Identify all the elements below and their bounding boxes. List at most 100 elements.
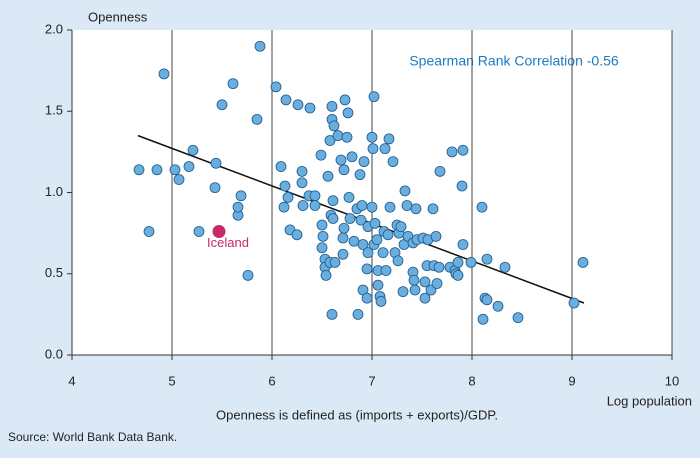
point: [410, 203, 422, 215]
point: [465, 256, 477, 268]
point: [392, 255, 404, 267]
point: [577, 256, 589, 268]
point: [309, 190, 321, 202]
x-tick-label: 5: [168, 373, 175, 388]
point: [433, 261, 445, 273]
point: [387, 156, 399, 168]
point: [419, 292, 431, 304]
y-tick-label: 1.5: [45, 103, 63, 118]
point: [375, 295, 387, 307]
point: [352, 308, 364, 320]
point: [431, 278, 443, 289]
point: [187, 144, 199, 156]
point: [227, 78, 239, 90]
point: [254, 40, 266, 52]
point: [384, 201, 396, 213]
point: [292, 99, 304, 111]
point: [327, 195, 339, 207]
point: [216, 99, 228, 111]
point: [242, 269, 254, 281]
x-tick-label: 9: [568, 373, 575, 388]
point: [193, 226, 205, 237]
point: [337, 248, 349, 260]
point: [322, 170, 334, 182]
point: [316, 242, 328, 254]
point: [304, 102, 316, 114]
point: [369, 217, 381, 229]
y-tick-label: 0.5: [45, 265, 63, 280]
point: [481, 294, 493, 306]
point: [270, 81, 282, 93]
point: [317, 230, 329, 242]
point: [371, 234, 383, 246]
point: [316, 219, 328, 231]
x-axis-label: Log population: [607, 393, 692, 408]
point-label: Iceland: [207, 235, 249, 250]
point: [209, 182, 221, 194]
point: [492, 300, 504, 312]
point: [332, 130, 344, 142]
point: [309, 200, 321, 211]
y-tick-label: 0.0: [45, 346, 63, 361]
point: [397, 286, 409, 298]
point: [324, 135, 336, 146]
point: [278, 201, 290, 213]
point: [366, 201, 378, 213]
point: [408, 274, 420, 286]
point: [327, 213, 339, 224]
point: [457, 239, 469, 250]
y-axis-label: Openness: [88, 9, 148, 24]
point: [326, 100, 338, 112]
point: [341, 131, 353, 143]
point: [280, 94, 292, 106]
point: [282, 191, 294, 203]
point: [512, 312, 524, 324]
point: [232, 201, 244, 213]
point: [446, 146, 458, 158]
caption: Openness is defined as (imports + export…: [216, 407, 498, 422]
point: [275, 161, 287, 172]
point: [343, 191, 355, 203]
point: [337, 232, 349, 244]
point: [358, 156, 370, 168]
point: [183, 161, 195, 172]
point: [481, 253, 493, 265]
point: [354, 169, 366, 181]
x-tick-label: 7: [368, 373, 375, 388]
point: [210, 157, 222, 169]
point: [452, 269, 464, 281]
point: [452, 256, 464, 268]
point: [348, 235, 360, 247]
point: [380, 265, 392, 276]
point: [320, 269, 332, 281]
point: [372, 279, 384, 291]
point: [328, 120, 340, 132]
point: [401, 200, 413, 211]
point: [342, 107, 354, 119]
point: [338, 222, 350, 234]
point: [173, 174, 185, 185]
x-tick-label: 8: [468, 373, 475, 388]
point: [133, 164, 145, 176]
point: [434, 165, 446, 177]
x-tick-label: 10: [665, 373, 679, 388]
point: [279, 180, 291, 192]
point: [291, 229, 303, 241]
y-tick-label: 2.0: [45, 21, 63, 36]
point: [339, 94, 351, 106]
point: [399, 185, 411, 197]
point: [395, 221, 407, 233]
y-tick-label: 1.0: [45, 184, 63, 199]
point: [346, 151, 358, 163]
source: Source: World Bank Data Bank.: [8, 430, 177, 444]
point: [143, 226, 155, 237]
point: [338, 164, 350, 176]
point: [366, 131, 378, 143]
point: [344, 213, 356, 224]
point: [383, 133, 395, 145]
point: [362, 247, 374, 259]
point: [335, 154, 347, 166]
point: [457, 144, 469, 156]
point: [296, 165, 308, 177]
